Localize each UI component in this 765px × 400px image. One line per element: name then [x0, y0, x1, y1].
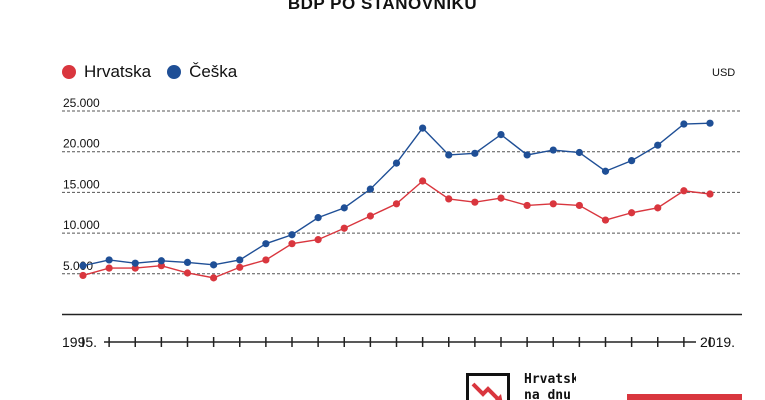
data-point-hrvatska — [654, 204, 662, 212]
data-point-eka — [157, 257, 165, 265]
data-point-hrvatska — [340, 224, 348, 232]
data-point-eka — [523, 151, 531, 159]
logo: Hrvatska na dnu — [466, 369, 576, 400]
data-point-hrvatska — [288, 240, 296, 248]
x-tick-label-first: 1995. — [62, 334, 97, 350]
data-point-hrvatska — [628, 209, 636, 217]
data-point-eka — [680, 120, 688, 128]
data-point-eka — [445, 151, 453, 159]
data-point-hrvatska — [236, 263, 244, 271]
data-point-eka — [366, 185, 374, 193]
data-point-eka — [314, 214, 322, 222]
data-point-hrvatska — [183, 269, 192, 277]
y-tick-label: 20.000 — [63, 137, 100, 151]
data-point-eka — [105, 256, 113, 264]
data-point-hrvatska — [366, 212, 374, 220]
data-point-hrvatska — [262, 256, 270, 264]
y-tick-label: 5.000 — [63, 259, 93, 273]
data-point-hrvatska — [549, 200, 557, 208]
data-point-eka — [471, 149, 479, 157]
logo-line-1: Hrvatska — [524, 372, 576, 387]
data-point-eka — [628, 157, 636, 165]
data-point-eka — [183, 258, 192, 267]
data-point-hrvatska — [523, 201, 531, 210]
legend: Hrvatska Češka — [62, 62, 253, 82]
data-point-hrvatska — [680, 187, 688, 195]
data-point-hrvatska — [471, 198, 479, 206]
x-tick-label-last: 2019. — [700, 334, 735, 350]
data-point-eka — [288, 231, 296, 239]
data-point-hrvatska — [445, 195, 453, 203]
y-tick-label: 25.000 — [63, 96, 100, 110]
series-line-hrvatska — [82, 180, 711, 279]
data-point-eka — [79, 262, 87, 270]
data-point-eka — [262, 240, 270, 248]
chart-title: BDP PO STANOVNIKU — [287, 0, 478, 13]
legend-dot-hrvatska — [62, 65, 76, 79]
legend-label-ceska: Češka — [189, 62, 238, 81]
legend-item-ceska: Češka — [167, 62, 237, 82]
data-point-eka — [131, 259, 139, 267]
data-point-eka — [549, 146, 557, 154]
unit-label: USD — [712, 67, 736, 79]
data-point-hrvatska — [575, 201, 583, 210]
data-point-eka — [392, 159, 401, 167]
data-point-hrvatska — [105, 264, 113, 272]
data-point-hrvatska — [314, 236, 322, 244]
data-point-eka — [236, 256, 244, 264]
data-point-eka — [706, 119, 714, 127]
legend-item-hrvatska: Hrvatska — [62, 62, 151, 82]
series-line-eka — [82, 122, 711, 267]
brand-bar — [627, 394, 742, 400]
data-point-eka — [340, 204, 348, 212]
data-point-eka — [419, 124, 427, 132]
logo-text: Hrvatska na dnu — [524, 372, 576, 400]
logo-line-2: na dnu — [524, 388, 571, 400]
data-point-eka — [497, 131, 505, 139]
data-point-eka — [601, 167, 610, 175]
y-tick-label: 10.000 — [63, 218, 100, 232]
data-point-hrvatska — [419, 177, 427, 185]
logo-arrow-icon — [471, 382, 503, 400]
data-point-hrvatska — [497, 194, 505, 202]
data-point-eka — [654, 141, 662, 149]
y-tick-label: 15.000 — [63, 177, 100, 191]
data-point-hrvatska — [392, 200, 401, 208]
data-point-eka — [210, 261, 218, 269]
data-point-hrvatska — [210, 274, 218, 282]
legend-label-hrvatska: Hrvatska — [84, 62, 152, 81]
logo-mark — [466, 373, 510, 400]
data-point-eka — [575, 148, 583, 157]
data-point-hrvatska — [706, 190, 714, 198]
legend-dot-ceska — [167, 65, 182, 79]
data-point-hrvatska — [601, 216, 610, 224]
data-point-hrvatska — [79, 271, 87, 280]
